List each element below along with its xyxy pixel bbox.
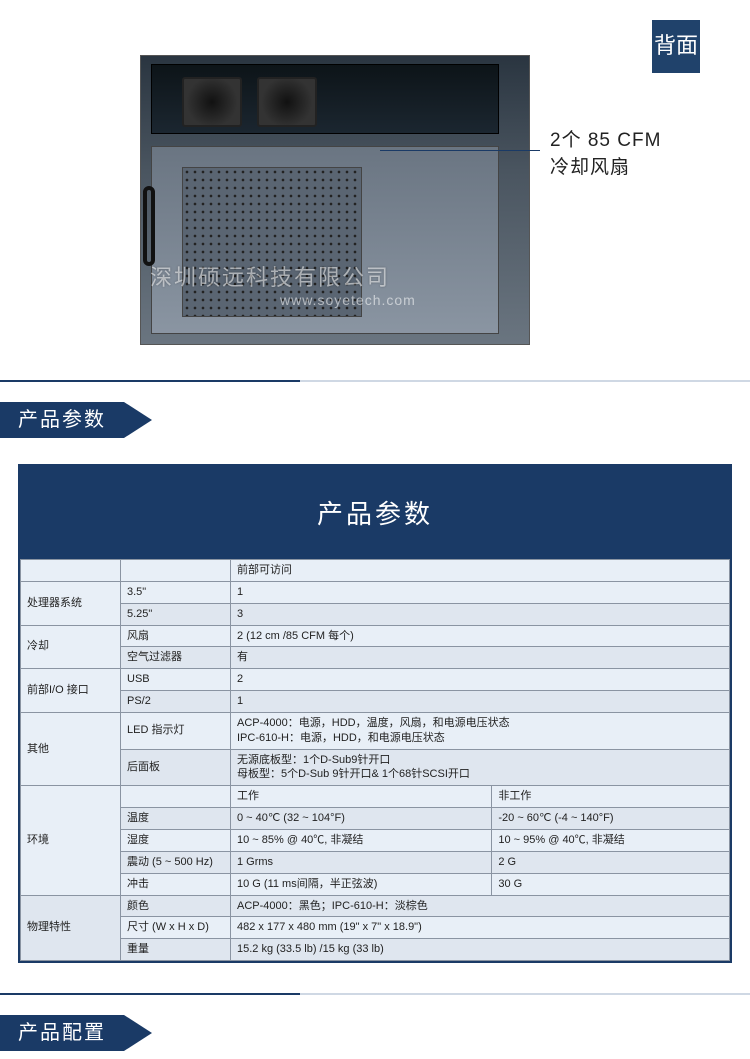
table-cell-empty	[21, 560, 121, 582]
table-value-work: 10 G (11 ms间隔，半正弦波)	[231, 873, 492, 895]
callout-line2: 冷却风扇	[550, 155, 661, 182]
table-value-nonwork: 10 ~ 95% @ 40℃, 非凝结	[492, 829, 730, 851]
table-value-work: 0 ~ 40℃ (32 ~ 104°F)	[231, 808, 492, 830]
callout-line	[380, 150, 540, 151]
table-subcategory: 空气过滤器	[121, 647, 231, 669]
table-header-front-access: 前部可访问	[231, 560, 730, 582]
table-category: 其他	[21, 712, 121, 785]
table-subcategory: 5.25"	[121, 603, 231, 625]
table-value: 482 x 177 x 480 mm (19" x 7" x 18.9")	[231, 917, 730, 939]
table-subcategory: 尺寸 (W x H x D)	[121, 917, 231, 939]
table-header-nonwork: 非工作	[492, 786, 730, 808]
table-category: 处理器系统	[21, 581, 121, 625]
divider	[0, 993, 750, 995]
table-subcategory: 震动 (5 ~ 500 Hz)	[121, 851, 231, 873]
table-value-work: 10 ~ 85% @ 40℃, 非凝结	[231, 829, 492, 851]
table-category: 环境	[21, 786, 121, 895]
table-subcategory: 后面板	[121, 749, 231, 786]
ribbon: 产品参数	[0, 402, 152, 438]
table-subcategory: USB	[121, 669, 231, 691]
rear-view-tab: 背面	[652, 20, 700, 73]
spec-table: 前部可访问处理器系统3.5"15.25"3冷却风扇2 (12 cm /85 CF…	[20, 559, 730, 961]
table-value-nonwork: 30 G	[492, 873, 730, 895]
table-value: 2 (12 cm /85 CFM 每个)	[231, 625, 730, 647]
table-value: 1	[231, 581, 730, 603]
table-cell-empty	[121, 560, 231, 582]
ribbon-tail-icon	[124, 402, 152, 438]
cooling-fan-icon	[257, 77, 317, 127]
table-subcategory: LED 指示灯	[121, 712, 231, 749]
section-header-config: 产品配置	[0, 1007, 750, 1059]
callout-text: 2个 85 CFM 冷却风扇	[550, 128, 661, 181]
table-value: 3	[231, 603, 730, 625]
ribbon-tail-icon	[124, 1015, 152, 1051]
divider	[0, 380, 750, 382]
table-category: 前部I/O 接口	[21, 669, 121, 713]
table-value: 有	[231, 647, 730, 669]
table-subcategory: 重量	[121, 939, 231, 961]
table-category: 物理特性	[21, 895, 121, 961]
table-value-nonwork: -20 ~ 60℃ (-4 ~ 140°F)	[492, 808, 730, 830]
table-cell-empty	[121, 786, 231, 808]
side-tab-text: 背面	[654, 33, 698, 58]
table-subcategory: PS/2	[121, 691, 231, 713]
hero-image-area: 背面 2个 85 CFM 冷却风扇 深圳硕远科技有限公司 www.soyetec…	[0, 0, 750, 380]
table-value: 无源底板型：1个D-Sub9针开口母板型：5个D-Sub 9针开口& 1个68针…	[231, 749, 730, 786]
spacer	[0, 963, 750, 993]
table-subcategory: 风扇	[121, 625, 231, 647]
table-subcategory: 温度	[121, 808, 231, 830]
table-value: 15.2 kg (33.5 lb) /15 kg (33 lb)	[231, 939, 730, 961]
chassis-top	[151, 64, 499, 134]
watermark-url: www.soyetech.com	[280, 292, 416, 308]
ribbon-label: 产品参数	[0, 402, 124, 438]
table-subcategory: 湿度	[121, 829, 231, 851]
section-header-params: 产品参数	[0, 394, 750, 446]
table-value-work: 1 Grms	[231, 851, 492, 873]
table-header-work: 工作	[231, 786, 492, 808]
table-value-nonwork: 2 G	[492, 851, 730, 873]
cooling-fan-icon	[182, 77, 242, 127]
table-value: ACP-4000：电源，HDD，温度，风扇，和电源电压状态IPC-610-H：电…	[231, 712, 730, 749]
ribbon-label: 产品配置	[0, 1015, 124, 1051]
rack-handle	[143, 186, 155, 266]
ribbon: 产品配置	[0, 1015, 152, 1051]
table-category: 冷却	[21, 625, 121, 669]
table-subcategory: 冲击	[121, 873, 231, 895]
table-subcategory: 3.5"	[121, 581, 231, 603]
table-value: 2	[231, 669, 730, 691]
params-card-title: 产品参数	[20, 466, 730, 559]
callout-line1: 2个 85 CFM	[550, 128, 661, 155]
table-value: 1	[231, 691, 730, 713]
params-card: 产品参数 前部可访问处理器系统3.5"15.25"3冷却风扇2 (12 cm /…	[18, 464, 732, 963]
